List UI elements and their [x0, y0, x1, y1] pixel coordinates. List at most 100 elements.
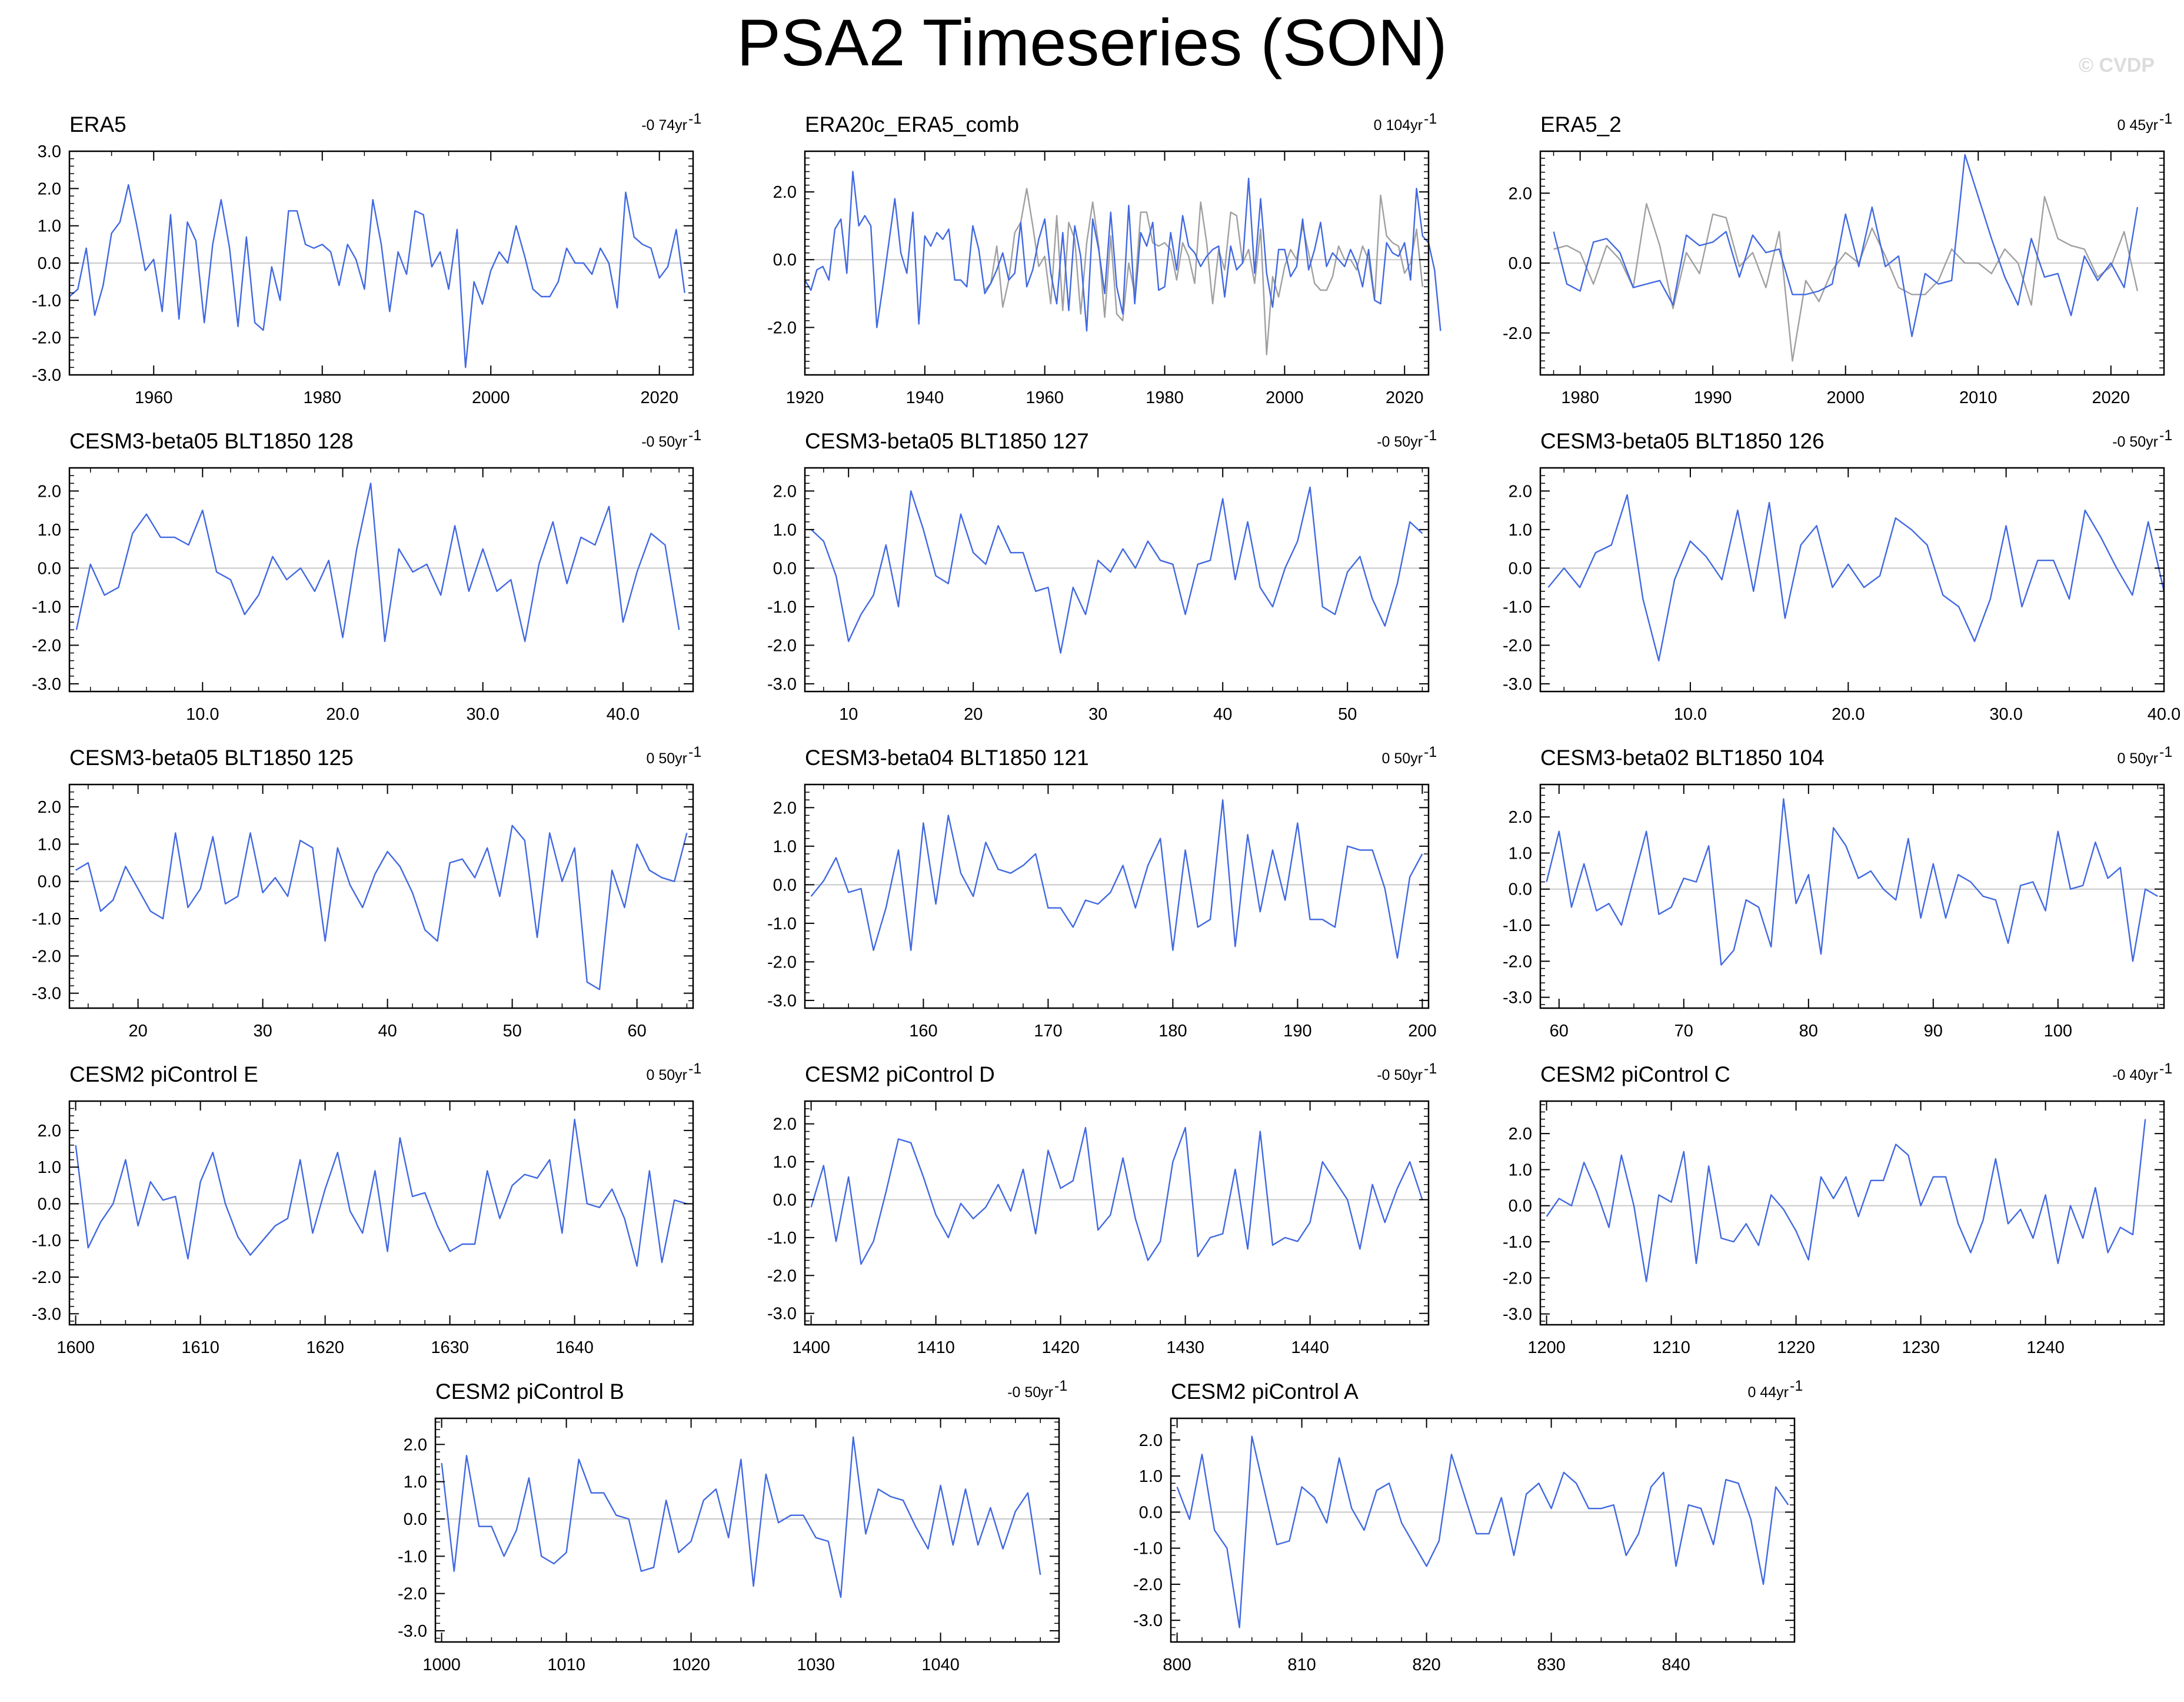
- page-title: PSA2 Timeseries (SON): [737, 6, 1447, 79]
- plot-frame: [68, 783, 694, 1009]
- y-tick-label: 2.0: [38, 1122, 61, 1141]
- y-tick-label: -2.0: [767, 1266, 797, 1285]
- x-tick-label: 170: [1034, 1022, 1062, 1041]
- trend-exponent: -1: [688, 111, 701, 127]
- plot-frame: [1539, 1100, 2165, 1326]
- panel-title: ERA5_2: [1540, 112, 1622, 137]
- y-tick-label: -1.0: [1503, 1233, 1532, 1252]
- y-tick-label: 2.0: [38, 179, 61, 198]
- series-line-1: [810, 1126, 1423, 1265]
- panel-1: ERA5 -0 74yr -1 1960 1980 2000 2020 -3.0 -2.0 -1.…: [32, 111, 701, 407]
- y-tick-label: -2.0: [767, 953, 797, 972]
- watermark: © CVDP: [2079, 54, 2155, 77]
- y-tick-label: 1.0: [773, 837, 797, 856]
- x-tick-label: 840: [1662, 1656, 1690, 1674]
- y-tick-label: 0.0: [404, 1510, 427, 1529]
- panel-14: CESM2 piControl A 0 44yr -1 800 810 820 830 840…: [1133, 1378, 1803, 1674]
- x-tick-label: 190: [1283, 1022, 1311, 1041]
- panel-12: CESM2 piControl C -0 40yr -1 1200 1210 1220 12…: [1503, 1061, 2172, 1357]
- x-tick-label: 1440: [1291, 1338, 1329, 1357]
- y-tick-label: -3.0: [1503, 675, 1532, 694]
- y-tick-label: 0.0: [38, 1195, 61, 1214]
- x-tick-label: 1940: [906, 388, 944, 407]
- y-tick-label: -3.0: [398, 1622, 427, 1641]
- trend-exponent: -1: [1790, 1378, 1803, 1394]
- y-tick-label: -2.0: [32, 636, 61, 655]
- panel-13: CESM2 piControl B -0 50yr -1 1000 1010 1020 10…: [398, 1378, 1067, 1674]
- trend-exponent: -1: [2159, 111, 2172, 127]
- y-tick-label: -1.0: [1503, 916, 1532, 935]
- x-tick-label: 1030: [797, 1656, 835, 1674]
- x-tick-label: 70: [1674, 1022, 1693, 1041]
- x-tick-label: 50: [1338, 705, 1357, 724]
- trend-label: 0 104yr: [1374, 117, 1423, 134]
- plot-frame: [804, 783, 1430, 1009]
- x-tick-label: 2010: [1959, 388, 1997, 407]
- panel-title: CESM3-beta05 BLT1850 127: [805, 429, 1089, 453]
- y-tick-label: -1.0: [767, 1229, 797, 1248]
- x-tick-label: 200: [1408, 1022, 1436, 1041]
- x-tick-label: 10.0: [1674, 705, 1707, 724]
- y-tick-label: -2.0: [767, 318, 797, 337]
- trend-label: 0 50yr: [1382, 750, 1423, 767]
- y-tick-label: -1.0: [32, 291, 61, 310]
- panel-6: CESM3-beta05 BLT1850 126 -0 50yr -1 10.0 20.…: [1503, 427, 2180, 724]
- x-tick-label: 2000: [1266, 388, 1304, 407]
- panel-11: CESM2 piControl D -0 50yr -1 1400 1410 1420 14…: [767, 1061, 1437, 1357]
- trend-exponent: -1: [1054, 1378, 1067, 1394]
- y-tick-label: -1.0: [32, 910, 61, 929]
- y-tick-label: 0.0: [38, 873, 61, 892]
- series-line-1: [1553, 196, 2139, 362]
- y-tick-label: 1.0: [773, 1153, 797, 1172]
- y-tick-label: -3.0: [1133, 1611, 1163, 1630]
- x-tick-label: 160: [909, 1022, 937, 1041]
- x-tick-label: 30: [1088, 705, 1107, 724]
- trend-label: -0 50yr: [1007, 1384, 1053, 1401]
- series-line-1: [1547, 494, 2165, 661]
- y-tick-label: -3.0: [32, 675, 61, 694]
- y-tick-label: -2.0: [1503, 952, 1532, 971]
- panel-7: CESM3-beta05 BLT1850 125 0 50yr -1 20 30 40 50…: [32, 744, 701, 1041]
- x-tick-label: 1240: [2026, 1338, 2065, 1357]
- x-tick-label: 1020: [672, 1656, 710, 1674]
- y-tick-label: -2.0: [1503, 324, 1532, 343]
- x-tick-label: 1040: [921, 1656, 960, 1674]
- y-tick-label: 2.0: [38, 798, 61, 817]
- x-tick-label: 1640: [555, 1338, 594, 1357]
- panel-title: CESM2 piControl D: [805, 1062, 995, 1086]
- y-tick-label: 1.0: [1139, 1467, 1163, 1486]
- y-tick-label: 2.0: [1139, 1431, 1163, 1450]
- y-tick-label: -1.0: [32, 598, 61, 617]
- panel-title: ERA5: [69, 112, 126, 137]
- y-tick-label: 0.0: [38, 559, 61, 578]
- panel-title: CESM3-beta04 BLT1850 121: [805, 746, 1089, 770]
- y-tick-label: 0.0: [1509, 254, 1532, 273]
- y-tick-label: -2.0: [1133, 1575, 1163, 1594]
- x-tick-label: 1600: [56, 1338, 95, 1357]
- y-tick-label: 1.0: [38, 217, 61, 236]
- x-tick-label: 1410: [917, 1338, 955, 1357]
- series-line-1: [69, 184, 685, 368]
- trend-label: 0 50yr: [2118, 750, 2158, 767]
- plot-frame: [434, 1417, 1060, 1643]
- x-tick-label: 1200: [1527, 1338, 1566, 1357]
- y-tick-label: -2.0: [32, 1268, 61, 1287]
- x-tick-label: 1920: [786, 388, 824, 407]
- x-tick-label: 1010: [547, 1656, 585, 1674]
- trend-label: 0 44yr: [1748, 1384, 1789, 1401]
- y-tick-label: 2.0: [404, 1435, 427, 1454]
- x-tick-label: 1420: [1041, 1338, 1080, 1357]
- panel-title: CESM3-beta05 BLT1850 128: [69, 429, 354, 453]
- trend-label: 0 50yr: [647, 750, 687, 767]
- y-tick-label: 1.0: [38, 521, 61, 540]
- x-tick-label: 40: [378, 1022, 397, 1041]
- trend-label: -0 50yr: [2112, 434, 2158, 450]
- x-tick-label: 60: [1550, 1022, 1569, 1041]
- x-tick-label: 820: [1412, 1656, 1440, 1674]
- series-line-1: [984, 188, 1423, 355]
- x-tick-label: 30: [253, 1022, 272, 1041]
- plot-frame: [804, 150, 1430, 376]
- y-tick-label: 2.0: [1509, 184, 1532, 203]
- y-tick-label: -2.0: [32, 947, 61, 966]
